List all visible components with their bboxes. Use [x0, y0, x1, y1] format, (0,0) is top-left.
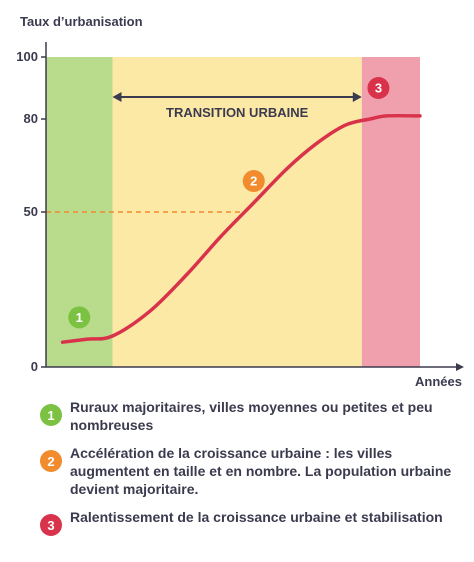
phase-marker-1: 1 — [68, 306, 91, 329]
x-axis-title: Années — [415, 374, 462, 389]
y-tick-label-80: 80 — [24, 111, 38, 126]
y-tick-label-0: 0 — [31, 359, 38, 374]
transition-arrow-left-head — [112, 92, 122, 102]
legend-text-2: Accélération de la croissance urbaine : … — [70, 445, 452, 497]
phase-marker-label-3: 3 — [375, 81, 382, 96]
phase-marker-label-2: 2 — [250, 174, 257, 189]
transition-label: TRANSITION URBAINE — [166, 105, 309, 120]
phase-marker-circle-2 — [242, 170, 265, 192]
y-tick-labels: 0 50 80 100 — [16, 49, 46, 374]
phase-marker-3: 3 — [367, 77, 390, 99]
legend-item-3: 3 Ralentissement de la croissance urbain… — [40, 508, 460, 536]
x-axis-arrow-head — [456, 363, 464, 371]
legend: 1 Ruraux majoritaires, villes moyennes o… — [40, 398, 460, 546]
phase-markers: 1 2 3 — [68, 77, 390, 329]
legend-text-1: Ruraux majoritaires, villes moyennes ou … — [70, 399, 433, 433]
legend-badge-1: 1 — [40, 404, 62, 426]
y-axis-title: Taux d’urbanisation — [20, 14, 143, 29]
legend-badge-2: 2 — [40, 450, 62, 472]
transition-arrow-right-head — [352, 92, 362, 102]
phase-marker-2: 2 — [242, 170, 265, 192]
phase-marker-circle-1 — [68, 306, 91, 329]
legend-text-3: Ralentissement de la croissance urbaine … — [70, 509, 443, 525]
phase-marker-circle-3 — [367, 77, 390, 99]
y-tick-label-50: 50 — [24, 204, 38, 219]
legend-badge-3: 3 — [40, 514, 62, 536]
legend-item-1: 1 Ruraux majoritaires, villes moyennes o… — [40, 398, 460, 434]
urbanization-curve — [60, 113, 422, 344]
urbanization-chart: TRANSITION URBAINE Taux d’urbanisation A… — [16, 14, 464, 389]
phase-marker-label-1: 1 — [76, 310, 83, 325]
y-tick-label-100: 100 — [16, 49, 38, 64]
legend-item-2: 2 Accélération de la croissance urbaine … — [40, 444, 460, 498]
phase-3-band — [361, 57, 420, 367]
